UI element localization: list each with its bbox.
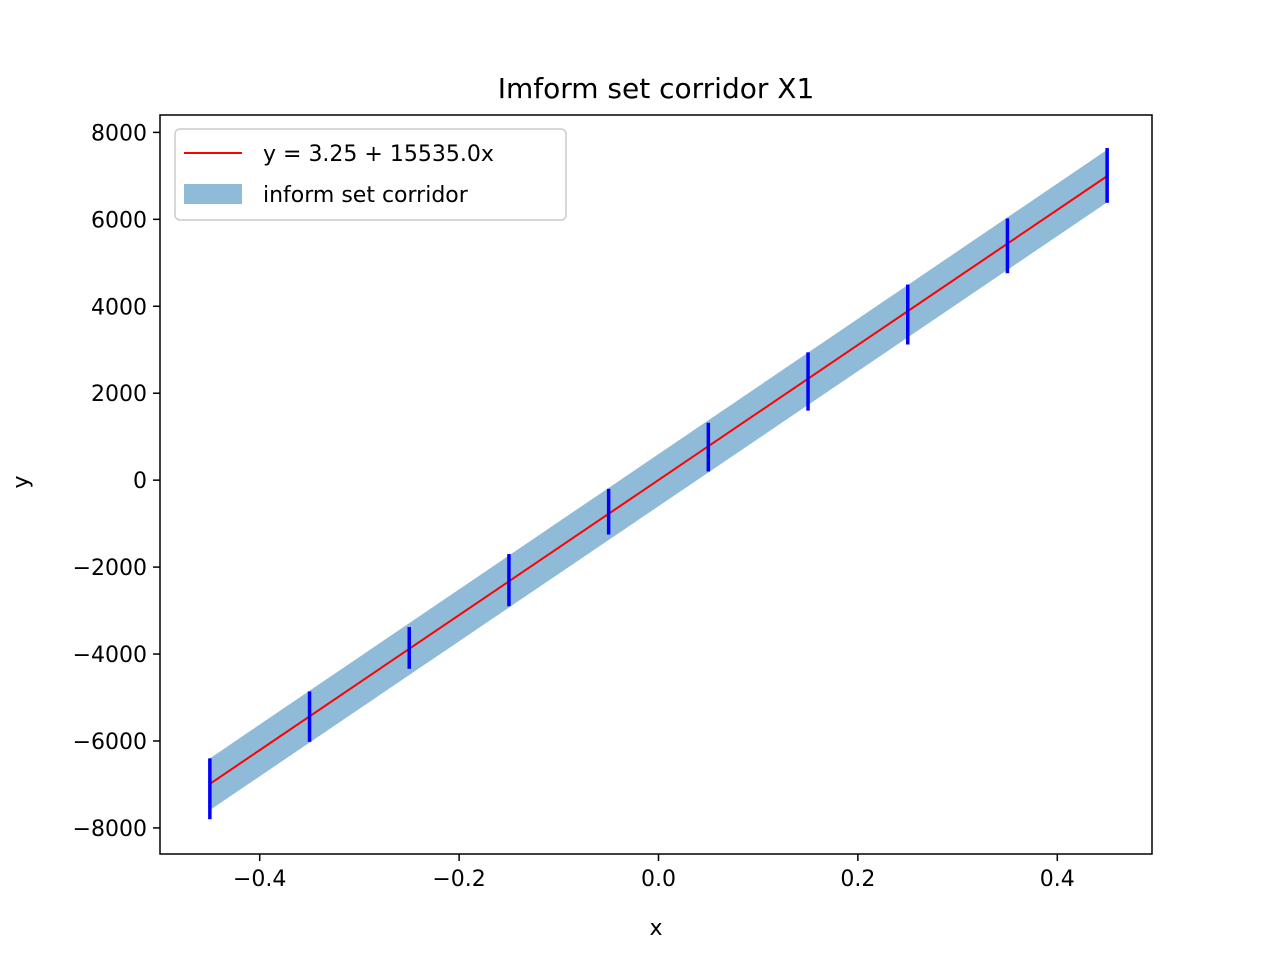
y-tick-label: 0 <box>133 469 147 494</box>
y-tick-label: −6000 <box>73 730 147 755</box>
y-tick-label: 2000 <box>91 382 147 407</box>
plot-frame <box>159 114 1153 855</box>
chart-title: Imform set corridor X1 <box>498 72 815 105</box>
x-axis-label: x <box>649 916 662 941</box>
x-tick-label: −0.2 <box>432 867 485 892</box>
y-tick-label: −2000 <box>73 556 147 581</box>
x-tick-label: 0.4 <box>1040 867 1075 892</box>
x-axis: −0.4 −0.2 0.0 0.2 0.4 <box>233 854 1075 892</box>
y-axis-label: y <box>9 475 34 488</box>
legend-label: y = 3.25 + 15535.0x <box>263 142 494 167</box>
y-tick-label: 6000 <box>91 208 147 233</box>
y-tick-label: 8000 <box>91 121 147 146</box>
y-tick-label: 4000 <box>91 295 147 320</box>
legend: y = 3.25 + 15535.0x inform set corridor <box>174 128 567 221</box>
regression-line <box>209 175 1108 785</box>
x-tick-label: −0.4 <box>233 867 286 892</box>
legend-band-swatch <box>184 184 242 204</box>
x-tick-label: 0.2 <box>840 867 875 892</box>
x-tick-label: 0.0 <box>641 867 676 892</box>
legend-label: inform set corridor <box>263 183 469 208</box>
legend-box <box>174 128 567 221</box>
y-tick-label: −8000 <box>73 817 147 842</box>
y-tick-label: −4000 <box>73 643 147 668</box>
plot-area <box>159 114 1153 855</box>
y-axis: −8000 −6000 −4000 −2000 0 2000 4000 6000 8000 <box>73 121 160 842</box>
